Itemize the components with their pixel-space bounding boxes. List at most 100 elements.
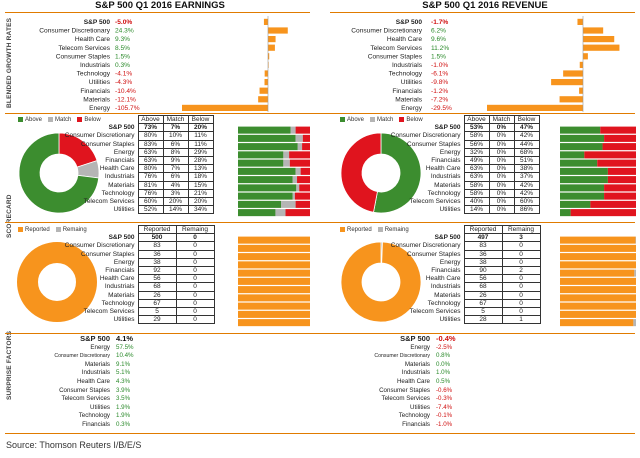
table-cell: 0 [501, 241, 541, 251]
surprise-value: 10.4% [116, 352, 134, 360]
row-label: Financials [431, 267, 461, 275]
table-row: Financials 49% 0% 51% [366, 155, 540, 166]
surprise-value: 1.9% [116, 403, 131, 411]
revenue-reported-table: Reported Remaing S&P 500 497 3 Consumer Discr… [366, 224, 541, 325]
table-cell: 76% [137, 172, 164, 182]
stack-below-sandp-500 [600, 126, 636, 134]
growth-bar-energy [487, 104, 583, 111]
row-label: Utilities [439, 316, 461, 324]
surprise-value: 1.0% [436, 369, 451, 377]
section-rule-bottom [5, 433, 635, 434]
title-rule-left [5, 12, 310, 13]
table-cell: 44% [513, 139, 540, 149]
surprise-label: Utilities [410, 403, 430, 411]
growth-label-utilities: Utilities [401, 79, 423, 86]
stack-below-utilities [570, 209, 636, 217]
table-header-below: Below [513, 114, 540, 125]
growth-label-health-care: Health Care [387, 36, 423, 43]
growth-bar-financials [259, 87, 268, 94]
surprise-row: Health Care 0.5% [340, 378, 456, 387]
revenue-scorecard-table: Above Match Below S&P 500 53% 0% 47% Consumer D… [366, 114, 540, 215]
growth-bar-consumer-discretionary [583, 27, 604, 34]
row-label: Industrials [430, 283, 461, 291]
table-cell: 73% [137, 123, 164, 133]
table-row: Consumer Staples 36 0 [366, 249, 541, 259]
reported-bar-consumer-discretionary [560, 244, 636, 252]
table-row: Financials 63% 9% 28% [40, 155, 214, 166]
revenue-reported-donut [340, 241, 422, 323]
surprise-label: Telecom Services [61, 395, 110, 403]
growth-bar-technology [264, 70, 268, 77]
row-label: Utilities [113, 206, 135, 214]
reported-bar-utilities [238, 319, 310, 327]
surprise-value: -2.5% [436, 343, 453, 351]
table-header-above: Above [463, 114, 490, 125]
row-label: Telecom Services [83, 307, 135, 315]
surprise-section-label: SURPRISE FACTORS [6, 330, 13, 400]
stack-above-materials [238, 184, 297, 192]
growth-label-health-care: Health Care [75, 36, 111, 43]
row-label: Utilities [439, 206, 461, 214]
stack-above-consumer-staples [560, 143, 603, 151]
table-row: S&P 500 500 0 [40, 233, 215, 243]
table-row: Telecom Services 40% 0% 60% [366, 196, 540, 207]
surprise-label: Financials [402, 420, 430, 428]
surprise-label: Consumer Discretionary [374, 353, 430, 360]
table-cell: 67 [463, 298, 503, 308]
source-note: Source: Thomson Reuters I/B/E/S [6, 440, 142, 450]
donut-slice-below [340, 132, 382, 213]
table-row: Technology 58% 0% 42% [366, 188, 540, 198]
table-cell: 40% [463, 196, 490, 207]
table-cell: 0% [488, 139, 515, 149]
revenue-reported-legend: Reported Remaing [340, 227, 409, 233]
surprise-label: Energy [90, 343, 110, 351]
growth-value-energy: -105.7% [115, 105, 140, 112]
growth-bar-sandp-500 [577, 18, 583, 25]
surprise-row: Telecom Services -0.3% [340, 395, 456, 404]
surprise-row: Technology -0.1% [340, 412, 456, 421]
earnings-scorecard-bars [238, 126, 310, 217]
growth-bar-industrials [579, 61, 583, 68]
surprise-value: 57.5% [116, 343, 134, 351]
remaining-bar-utilities [633, 319, 636, 327]
growth-label-technology: Technology [77, 71, 111, 78]
table-cell: 0 [175, 306, 215, 317]
table-row: Utilities 29 0 [40, 315, 215, 325]
surprise-label: Health Care [76, 377, 110, 385]
table-row: Consumer Discretionary 83 0 [40, 241, 215, 251]
table-row: Technology 67 0 [366, 298, 541, 308]
table-cell: 6% [162, 139, 189, 149]
table-row: S&P 500 497 3 [366, 233, 541, 243]
growth-label-energy: Energy [89, 105, 111, 112]
stack-above-energy [238, 151, 284, 159]
table-cell: 51% [513, 155, 540, 166]
table-cell: 80% [137, 131, 164, 141]
table-cell: 86% [513, 205, 540, 215]
growth-label-industrials: Industrials [392, 62, 423, 69]
table-cell: 28 [463, 315, 503, 325]
section-rule-growth [5, 113, 635, 114]
growth-bar-materials [559, 96, 583, 103]
table-row: Health Care 80% 7% 13% [40, 164, 214, 174]
table-cell: 0% [488, 155, 515, 166]
surprise-label: Energy [410, 343, 430, 351]
growth-bar-sandp-500 [263, 18, 268, 25]
table-cell: 68% [513, 147, 540, 157]
table-cell: 10% [162, 131, 189, 141]
revenue-scorecard-legend: Above Match Below [340, 117, 423, 123]
reported-bar-consumer-staples [238, 253, 310, 261]
growth-value-health-care: 9.6% [431, 36, 446, 43]
growth-label-materials: Materials [395, 96, 422, 103]
row-label: Consumer Discretionary [64, 242, 135, 250]
table-cell: 83% [137, 139, 164, 149]
table-cell: 11% [187, 139, 214, 149]
table-cell: 0 [175, 290, 215, 300]
growth-value-industrials: -1.0% [431, 62, 448, 69]
growth-label-energy: Energy [401, 105, 423, 112]
table-cell: 0% [488, 172, 515, 182]
growth-value-consumer-staples: 1.5% [115, 53, 130, 60]
stack-above-health-care [238, 167, 296, 175]
reported-bar-energy [238, 261, 310, 269]
surprise-row: Consumer Discretionary 10.4% [20, 352, 134, 361]
growth-value-technology: -6.1% [431, 71, 448, 78]
